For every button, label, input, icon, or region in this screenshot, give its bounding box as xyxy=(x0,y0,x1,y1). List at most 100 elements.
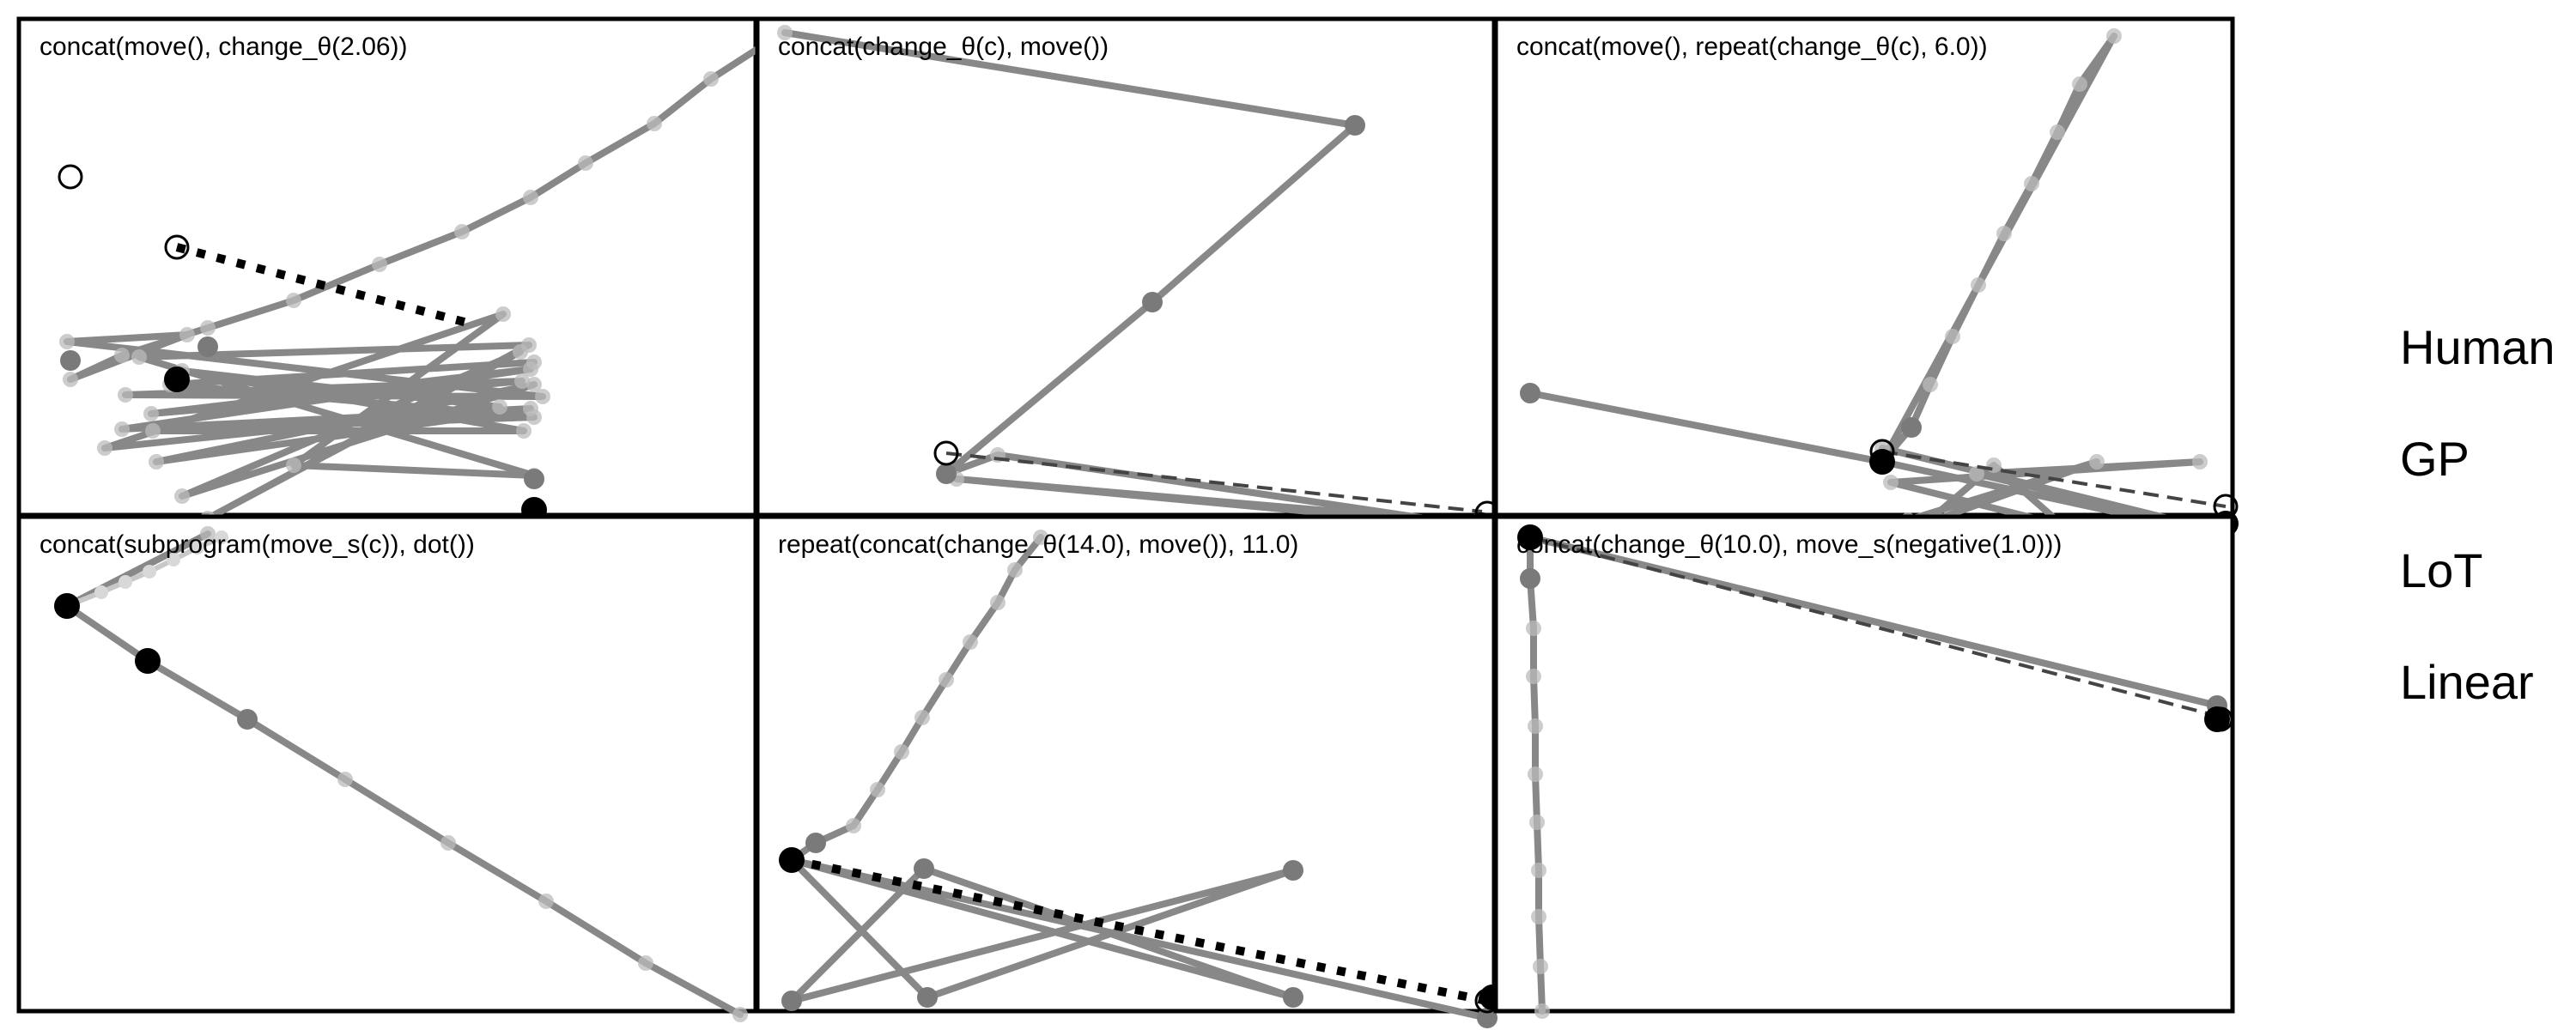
trace-point xyxy=(1534,1003,1550,1019)
human-ring xyxy=(58,164,83,190)
trace-point xyxy=(143,406,159,421)
trace-point xyxy=(2106,28,2122,44)
trace-point xyxy=(131,349,147,365)
human-ring xyxy=(54,593,80,619)
trace-point xyxy=(63,372,78,387)
trace-point xyxy=(523,190,538,205)
faint-point xyxy=(191,541,204,554)
panel-title: repeat(concat(change_θ(14.0), move()), 1… xyxy=(778,530,1298,559)
gp-point xyxy=(936,464,957,484)
trace-point xyxy=(535,389,550,404)
trace-point xyxy=(1986,457,2002,473)
trace-point xyxy=(118,387,133,403)
gp-point xyxy=(1520,383,1540,403)
gp-point xyxy=(1283,860,1303,881)
trace-point xyxy=(516,423,532,439)
gp-point xyxy=(781,991,802,1011)
trace-point xyxy=(1969,466,1984,482)
trace-point xyxy=(1883,475,1899,490)
gp-point xyxy=(914,858,934,879)
faint-point xyxy=(94,585,108,599)
trace-point xyxy=(286,293,301,308)
trace-point xyxy=(521,337,537,353)
panel-title: concat(change_θ(c), move()) xyxy=(778,33,1109,61)
faint-point xyxy=(167,553,180,566)
trace-point xyxy=(1531,909,1546,924)
gp-point xyxy=(237,709,258,730)
panel-frame xyxy=(1493,16,2235,518)
program-panels: concat(move(), change_θ(2.06)) concat(cha… xyxy=(16,16,2239,1028)
trace-point xyxy=(732,1007,748,1022)
human-point xyxy=(1517,524,1543,550)
faint-point xyxy=(118,575,132,589)
gp-point xyxy=(1142,292,1163,312)
faint-point xyxy=(143,565,156,579)
trace-point xyxy=(1531,863,1546,878)
human-point xyxy=(779,847,805,873)
trace-point xyxy=(526,377,542,392)
trace-point xyxy=(538,894,554,909)
trace-point xyxy=(2089,454,2105,470)
trace-point xyxy=(114,421,130,437)
gp-trace xyxy=(64,26,792,522)
legend-item-linear: Linear xyxy=(2400,655,2534,709)
faint-point xyxy=(215,530,228,544)
panel-frame xyxy=(755,514,1497,1014)
legend-item-human: Human xyxy=(2400,320,2555,374)
panel-frame xyxy=(1493,514,2235,1014)
trace-point xyxy=(1526,669,1541,684)
trace-point xyxy=(492,399,507,415)
trace-point xyxy=(647,116,662,131)
trace-point xyxy=(495,306,511,322)
trace-point xyxy=(200,526,216,542)
gp-point xyxy=(1901,417,1922,438)
trace-point xyxy=(59,334,75,349)
trace-point xyxy=(372,257,387,272)
gp-point xyxy=(197,336,218,357)
panel-title: concat(subprogram(move_s(c)), dot()) xyxy=(39,530,475,559)
linear-dotted-line xyxy=(791,856,1488,1005)
trace-point xyxy=(440,835,456,851)
human-point xyxy=(164,367,190,392)
linear-dotted-line xyxy=(175,243,476,329)
trace-point xyxy=(777,25,793,40)
trace-point xyxy=(1971,277,1986,293)
panel-4: concat(subprogram(move_s(c)), dot()) xyxy=(16,514,758,1022)
panel-frame xyxy=(755,16,1497,518)
human-ring xyxy=(1869,439,1895,464)
trace-point xyxy=(145,423,161,439)
legend-item-gp: GP xyxy=(2400,432,2470,486)
trace-point xyxy=(990,595,1005,610)
trace-point xyxy=(1007,562,1023,578)
human-ring xyxy=(1517,524,1543,550)
trace-point xyxy=(1528,766,1543,782)
panel-title: concat(move(), repeat(change_θ(c), 6.0)) xyxy=(1516,33,1988,61)
trace-point xyxy=(149,454,164,470)
panel-3: concat(move(), repeat(change_θ(c), 6.0)) xyxy=(1493,16,2239,544)
gp-point xyxy=(524,469,544,489)
trace-point xyxy=(1533,959,1548,974)
lot-dashed-line xyxy=(945,451,1483,513)
trace-point xyxy=(1529,815,1545,830)
trace-point xyxy=(703,71,719,87)
panel-2: concat(change_θ(c), move()) xyxy=(755,16,1504,538)
trace-point xyxy=(2192,454,2208,470)
trace-point xyxy=(114,348,130,363)
trace-point xyxy=(337,772,353,787)
panel-grid: concat(move(), change_θ(2.06)) concat(cha… xyxy=(16,16,2239,1028)
trace-point xyxy=(2050,124,2065,140)
trace-point xyxy=(454,224,470,239)
gp-point xyxy=(1345,115,1365,136)
human-point xyxy=(54,593,80,619)
panel-5: repeat(concat(change_θ(14.0), move()), 1… xyxy=(755,514,1505,1028)
gp-point xyxy=(917,987,938,1008)
lot-dashed-line xyxy=(1529,536,2218,718)
human-ring xyxy=(933,440,959,466)
trace-point xyxy=(894,744,909,760)
trace-point xyxy=(578,155,593,171)
trace-point xyxy=(1945,329,1960,344)
human-ring xyxy=(779,847,805,873)
trace-point xyxy=(1996,226,2012,241)
trace-point xyxy=(526,409,542,425)
gp-point xyxy=(1477,1008,1498,1028)
